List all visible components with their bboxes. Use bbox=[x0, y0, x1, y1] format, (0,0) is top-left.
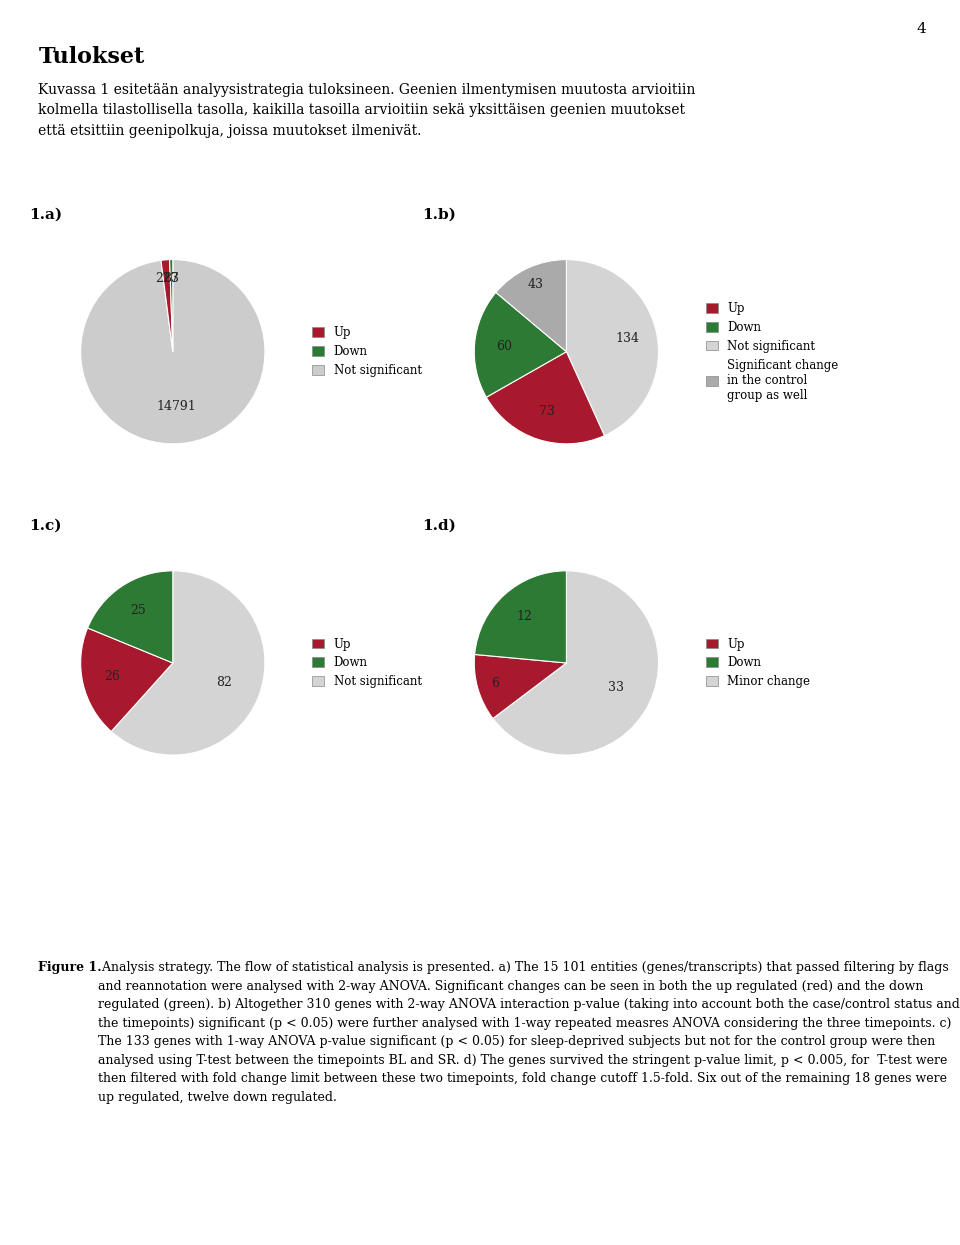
Legend: Up, Down, Not significant, Significant change
in the control
group as well: Up, Down, Not significant, Significant c… bbox=[706, 301, 838, 402]
Wedge shape bbox=[474, 293, 566, 397]
Text: 1.c): 1.c) bbox=[29, 519, 61, 533]
Text: 33: 33 bbox=[608, 681, 624, 695]
Text: 82: 82 bbox=[216, 676, 232, 690]
Text: 6: 6 bbox=[492, 676, 499, 690]
Text: Tulokset: Tulokset bbox=[38, 46, 145, 68]
Wedge shape bbox=[111, 570, 265, 754]
Text: Kuvassa 1 esitetään analyysistrategia tuloksineen. Geenien ilmentymisen muutosta: Kuvassa 1 esitetään analyysistrategia tu… bbox=[38, 83, 696, 137]
Wedge shape bbox=[492, 570, 659, 754]
Text: 1.b): 1.b) bbox=[422, 208, 456, 222]
Legend: Up, Down, Not significant: Up, Down, Not significant bbox=[312, 326, 421, 377]
Text: 1.d): 1.d) bbox=[422, 519, 456, 533]
Text: 227: 227 bbox=[155, 271, 179, 285]
Text: 26: 26 bbox=[104, 670, 120, 684]
Text: 134: 134 bbox=[615, 332, 639, 345]
Text: 83: 83 bbox=[163, 271, 180, 285]
Text: 43: 43 bbox=[527, 279, 543, 291]
Wedge shape bbox=[81, 259, 265, 443]
Wedge shape bbox=[487, 351, 605, 443]
Text: 73: 73 bbox=[540, 405, 555, 418]
Wedge shape bbox=[566, 259, 659, 436]
Text: Analysis strategy. The flow of statistical analysis is presented. a) The 15 101 : Analysis strategy. The flow of statistic… bbox=[98, 961, 960, 1103]
Wedge shape bbox=[87, 570, 173, 662]
Wedge shape bbox=[474, 570, 566, 662]
Text: 25: 25 bbox=[130, 604, 146, 618]
Text: Figure 1.: Figure 1. bbox=[38, 961, 102, 974]
Wedge shape bbox=[81, 627, 173, 732]
Text: 4: 4 bbox=[917, 22, 926, 36]
Wedge shape bbox=[496, 259, 566, 351]
Legend: Up, Down, Minor change: Up, Down, Minor change bbox=[706, 637, 810, 688]
Text: 12: 12 bbox=[516, 610, 532, 624]
Wedge shape bbox=[161, 260, 173, 351]
Text: 14791: 14791 bbox=[156, 401, 196, 413]
Wedge shape bbox=[474, 655, 566, 718]
Wedge shape bbox=[170, 259, 173, 351]
Text: 1.a): 1.a) bbox=[29, 208, 62, 222]
Legend: Up, Down, Not significant: Up, Down, Not significant bbox=[312, 637, 421, 688]
Text: 60: 60 bbox=[496, 340, 512, 352]
